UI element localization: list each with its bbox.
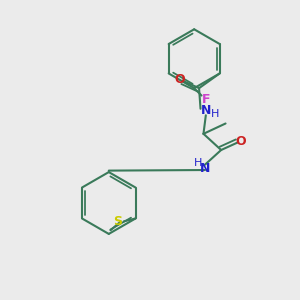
Text: N: N <box>201 104 211 117</box>
Text: O: O <box>236 135 246 148</box>
Text: H: H <box>211 109 219 119</box>
Text: F: F <box>202 93 210 106</box>
Text: H: H <box>194 158 203 168</box>
Text: O: O <box>174 73 184 86</box>
Text: S: S <box>113 215 122 228</box>
Text: N: N <box>200 162 210 175</box>
